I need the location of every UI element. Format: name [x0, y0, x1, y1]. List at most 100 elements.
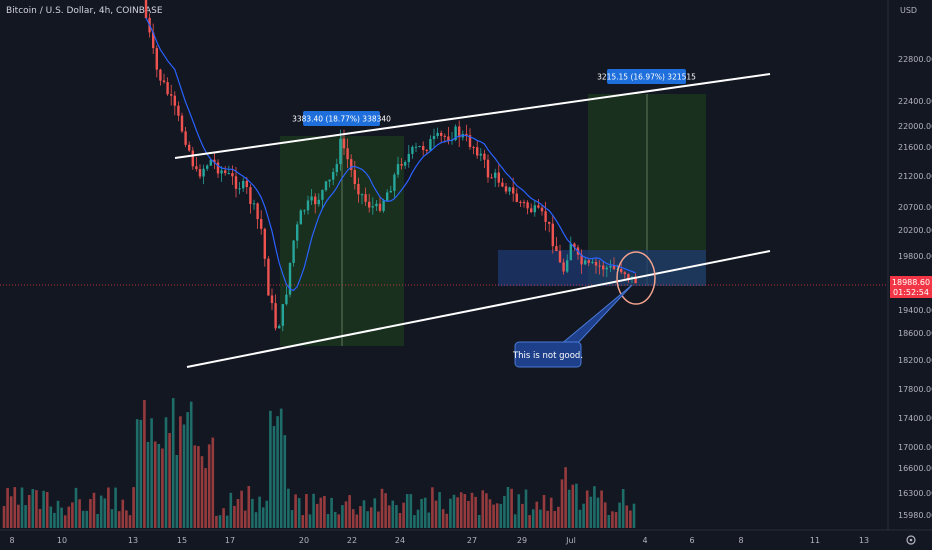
volume-bar [629, 510, 632, 528]
candle-body [317, 199, 320, 205]
chart-settings-gear-icon[interactable] [906, 535, 916, 545]
candle-body [404, 162, 407, 166]
candle-body [252, 203, 256, 205]
volume-bar [607, 515, 611, 528]
candle-body [411, 146, 414, 154]
candle-body [314, 196, 317, 205]
volume-bar [197, 446, 200, 528]
candle-body [584, 260, 587, 265]
volume-bar [92, 492, 96, 528]
candle-body [494, 172, 497, 178]
candle-body [526, 202, 529, 209]
volume-bar [348, 495, 351, 528]
candle-body [353, 170, 356, 184]
candle-body [389, 190, 392, 193]
volume-bar [261, 507, 265, 528]
volume-bar [416, 509, 420, 528]
volume-bar [9, 496, 13, 528]
candle-body [515, 193, 518, 202]
volume-bar [431, 487, 434, 528]
callout-pointer [558, 284, 633, 346]
candle-body [378, 203, 382, 211]
volume-bar [24, 505, 27, 528]
time-tick-label: 20 [299, 536, 309, 545]
volume-bar [323, 496, 326, 528]
volume-bar [492, 504, 495, 528]
candle-body [227, 173, 230, 175]
volume-bar [168, 433, 171, 528]
candle-body [497, 172, 500, 183]
candle-body [533, 205, 536, 213]
volume-bar [110, 509, 114, 528]
volume-bar [135, 419, 139, 528]
range-label-1: 3383.40 (18.77%) 338340 [292, 115, 391, 124]
candle-body [605, 267, 608, 270]
price-tag [890, 276, 932, 298]
channel-lower-line [186, 250, 771, 368]
volume-bar [276, 416, 279, 528]
callout-text: This is not good. [512, 351, 583, 361]
volume-bar [297, 498, 301, 528]
volume-bar [560, 479, 564, 528]
time-tick-label: 27 [467, 536, 477, 545]
volume-bar [53, 512, 56, 528]
candle-body [602, 265, 605, 270]
volume-bar [63, 515, 67, 528]
candle-body [209, 159, 212, 166]
price-tick-label: 21600.00 [898, 143, 932, 152]
volume-bar [377, 511, 380, 528]
volume-bar [117, 511, 121, 528]
time-tick-label: 29 [517, 536, 527, 545]
time-tick-label: 8 [738, 536, 743, 545]
price-tick-label: 16600.00 [898, 464, 932, 473]
candle-body [270, 295, 274, 304]
candle-body [530, 208, 533, 213]
volume-bar [189, 401, 193, 528]
volume-bar [143, 400, 146, 528]
volume-bar [351, 509, 355, 528]
volume-bar [103, 498, 107, 528]
price-tick-label: 18200.00 [898, 356, 932, 365]
volume-bar [373, 498, 377, 528]
candle-body [166, 82, 169, 95]
price-tick-label: 22000.00 [898, 122, 932, 131]
volume-bar [600, 490, 603, 528]
time-tick-label: 13 [859, 536, 869, 545]
candle-body [288, 262, 292, 295]
volume-bar [31, 489, 35, 528]
volume-bar [290, 510, 294, 528]
volume-bar [211, 437, 215, 528]
candle-body [292, 240, 295, 263]
volume-bar [74, 487, 78, 528]
volume-bar [398, 513, 402, 528]
candle-body [483, 153, 486, 160]
volume-bar [618, 502, 621, 528]
volume-bar [207, 444, 211, 528]
volume-bar [535, 501, 539, 528]
volume-bar [38, 509, 42, 528]
candles [144, 0, 637, 332]
volume-bar [391, 500, 395, 528]
candle-body [436, 132, 439, 136]
volume-bar [495, 503, 499, 528]
time-tick-label: 4 [642, 536, 647, 545]
volume-bar [193, 445, 197, 528]
volume-bar [330, 497, 333, 528]
volume-bar [56, 500, 60, 528]
volume-bar [222, 508, 225, 528]
volume-bar [575, 483, 578, 528]
volume-bar [564, 467, 567, 528]
volume-bar [251, 498, 254, 528]
volume-bar [78, 499, 81, 528]
candle-body [260, 219, 263, 229]
volume-bar [445, 513, 449, 528]
candle-body [472, 147, 475, 149]
candle-body [234, 176, 238, 189]
volume-bar [81, 510, 85, 528]
candle-body [443, 135, 446, 137]
price-tick-label: 18600.00 [898, 329, 932, 338]
candle-body [245, 180, 248, 187]
candle-body [555, 246, 558, 251]
volume-bar [89, 499, 92, 528]
